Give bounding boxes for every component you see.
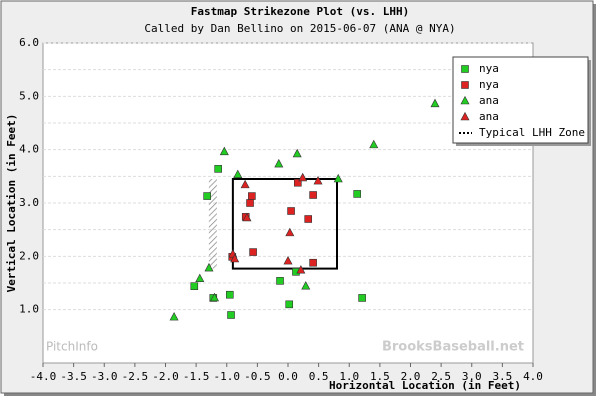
zone-hatch [208,179,217,269]
legend-label: ana [479,110,499,123]
point [276,277,284,285]
x-tick-label: -1.5 [183,370,210,383]
point [248,192,256,200]
y-tick-label: 2.0 [19,249,39,262]
point [333,173,343,183]
x-tick-label: -1.0 [214,370,241,383]
y-tick-label: 4.0 [19,143,39,156]
point [219,146,229,156]
x-tick-label: -2.5 [122,370,149,383]
point [190,282,199,291]
watermark: PitchInfo [46,340,98,354]
y-tick-label: 6.0 [19,36,39,49]
chart-title: Fastmap Strikezone Plot (vs. LHH) [191,5,410,18]
point [226,290,234,299]
x-tick-label: 1.0 [339,370,359,383]
y-axis-label: Vertical Location (in Feet) [5,114,18,293]
x-axis-label: Horizontal Location (in Feet) [329,379,521,392]
chart-subtitle: Called by Dan Bellino on 2015-06-07 (ANA… [144,22,455,35]
x-tick-label: -3.0 [91,370,118,383]
point [292,148,302,158]
legend-marker [460,111,470,121]
y-tick-label: 1.0 [19,303,39,316]
point [230,253,240,263]
x-tick-label: 3.5 [492,370,512,383]
x-tick-label: -2.0 [152,370,179,383]
point [285,227,295,237]
legend-marker [461,81,469,89]
point [242,212,252,222]
y-tick-label: 3.0 [19,196,39,209]
legend-marker [461,65,469,73]
point [430,98,440,108]
watermark: BrooksBaseball.net [382,340,524,355]
point [203,192,211,200]
point [240,179,250,189]
point [304,215,313,223]
point [369,139,379,149]
x-tick-label: 3.0 [462,370,482,383]
x-tick-label: 2.0 [401,370,421,383]
point [210,292,219,302]
point [309,191,317,199]
point [309,258,317,267]
legend-label: nya [479,62,499,75]
strike-zone [231,178,338,270]
legend-marker [460,95,470,105]
point [169,311,179,321]
point [296,265,306,274]
point [301,281,311,290]
point [195,273,205,283]
x-tick-label: 0.0 [278,370,298,383]
point [283,255,293,265]
x-tick-label: -0.5 [244,370,271,383]
point [274,158,284,168]
legend-label: nya [479,78,499,91]
point [233,169,243,179]
point [353,190,362,198]
x-tick-label: 4.0 [523,370,543,383]
point [227,311,235,319]
legend [452,56,589,144]
x-tick-label: 1.5 [370,370,390,383]
point [287,207,295,215]
x-tick-label: 0.5 [309,370,329,383]
x-tick-label: -4.0 [30,370,57,383]
point [214,165,222,173]
point [358,294,366,302]
legend-label: Typical LHH Zone [479,126,585,139]
point [204,262,214,272]
point [313,175,323,185]
y-tick-label: 5.0 [19,89,39,102]
legend-label: ana [479,94,499,107]
point [246,199,254,207]
point [249,248,257,256]
point [285,300,294,309]
point [293,178,302,187]
x-tick-label: 2.5 [431,370,451,383]
point [298,172,308,182]
x-tick-label: -3.5 [60,370,87,383]
